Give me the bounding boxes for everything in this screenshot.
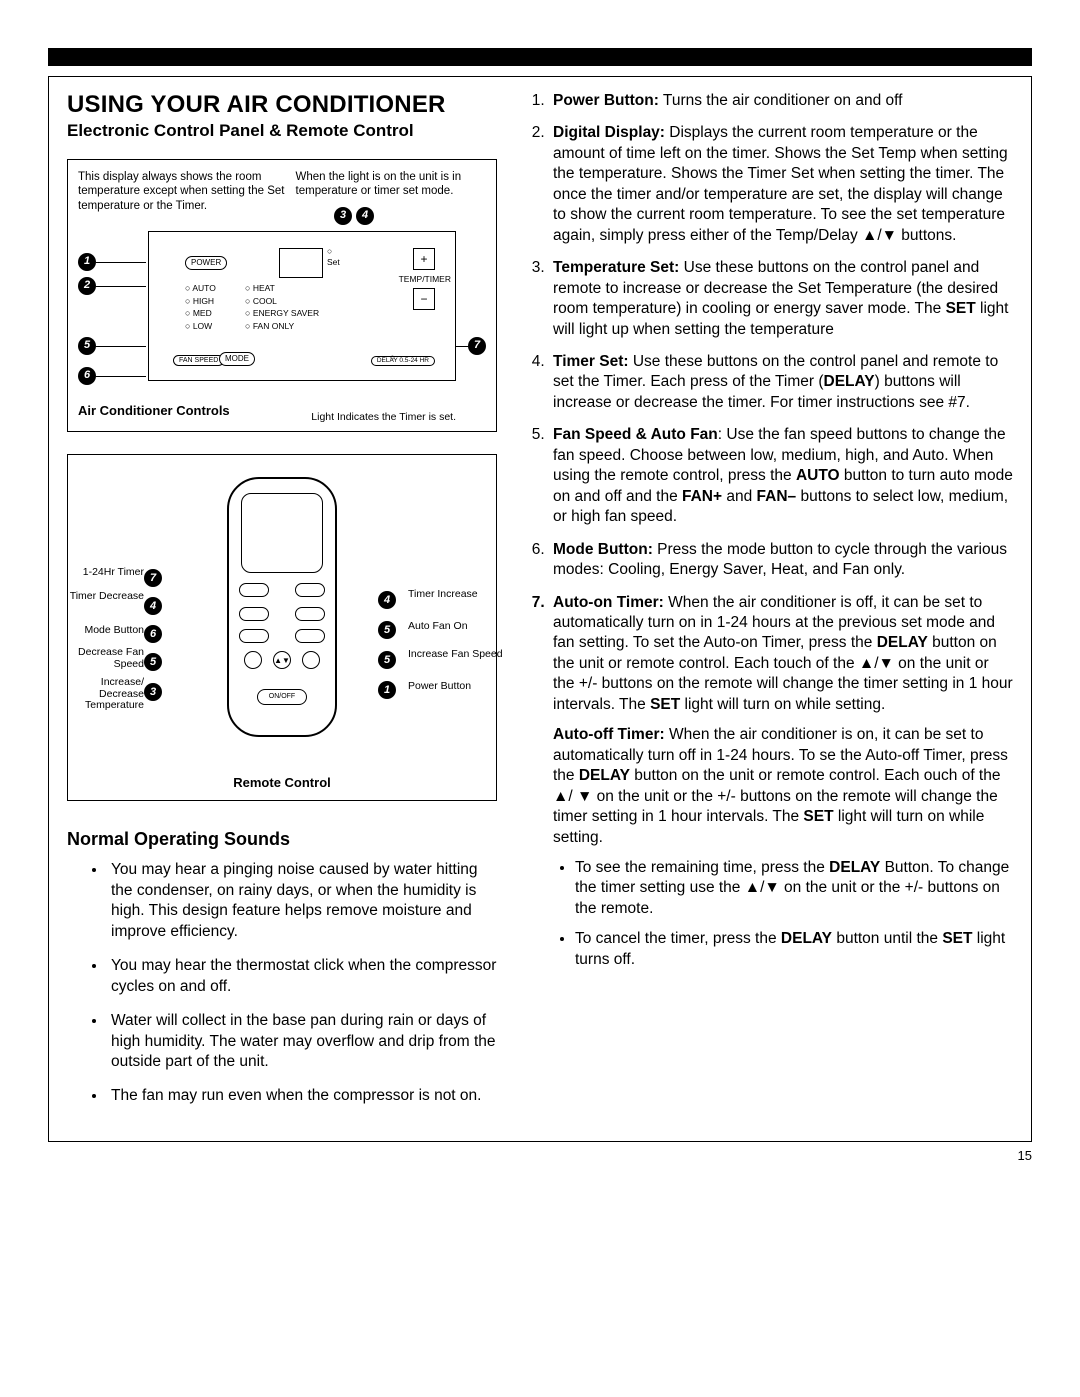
control-panel-diagram: This display always shows the room tempe… bbox=[67, 159, 497, 432]
remote-btn-ml bbox=[239, 607, 269, 621]
note-display: This display always shows the room tempe… bbox=[78, 170, 288, 213]
remote-caption: Remote Control bbox=[78, 775, 486, 790]
set-indicator: ○Set bbox=[327, 246, 340, 267]
callout-6: 6 bbox=[78, 367, 96, 385]
remote-fan-down bbox=[244, 651, 262, 669]
timer-light: ○ bbox=[390, 352, 395, 363]
feature-list: Power Button: Turns the air conditioner … bbox=[525, 91, 1013, 970]
indicator-col-2: ○ HEAT ○ COOL ○ ENERGY SAVER ○ FAN ONLY bbox=[245, 282, 319, 332]
remote-callout-1r: 1 bbox=[378, 681, 396, 699]
remote-callout-7: 7 bbox=[144, 569, 162, 587]
fan-speed-button: FAN SPEED bbox=[173, 355, 224, 366]
callout-4: 4 bbox=[356, 207, 374, 225]
remote-callout-4l: 4 bbox=[144, 597, 162, 615]
label-timer-inc: Timer Increase bbox=[408, 589, 508, 601]
feature-6: Mode Button: Press the mode button to cy… bbox=[549, 540, 1013, 581]
remote-callout-5l: 5 bbox=[144, 653, 162, 671]
remote-mode bbox=[239, 629, 269, 643]
feature-4: Timer Set: Use these buttons on the cont… bbox=[549, 352, 1013, 413]
remote-callout-4r: 4 bbox=[378, 591, 396, 609]
feature-5: Fan Speed & Auto Fan: Use the fan speed … bbox=[549, 425, 1013, 527]
callout-3: 3 bbox=[334, 207, 352, 225]
page-subtitle: Electronic Control Panel & Remote Contro… bbox=[67, 121, 497, 141]
remote-callout-5r1: 5 bbox=[378, 621, 396, 639]
delay-button: DELAY 0.5-24 HR bbox=[371, 356, 435, 367]
callout-1: 1 bbox=[78, 253, 96, 271]
remote-temp: ▲▼ bbox=[273, 651, 291, 669]
sound-item: Water will collect in the base pan durin… bbox=[107, 1011, 497, 1072]
label-mode-button: Mode Button bbox=[64, 625, 144, 637]
sub-item: To cancel the timer, press the DELAY but… bbox=[575, 929, 1013, 970]
callout-2: 2 bbox=[78, 277, 96, 295]
remote-screen bbox=[241, 493, 323, 573]
feature-7-sublist: To see the remaining time, press the DEL… bbox=[553, 858, 1013, 970]
mode-button: MODE bbox=[219, 352, 255, 366]
remote-btn-tl bbox=[239, 583, 269, 597]
page-number: 15 bbox=[48, 1148, 1032, 1163]
plus-button: + bbox=[413, 248, 435, 270]
power-button: POWER bbox=[185, 256, 227, 270]
label-timer-dec: Timer Decrease bbox=[64, 591, 144, 603]
remote-btn-tr bbox=[295, 583, 325, 597]
remote-btn-mr bbox=[295, 607, 325, 621]
remote-onoff: ON/OFF bbox=[257, 689, 307, 705]
callout-7: 7 bbox=[468, 337, 486, 355]
page-title: USING YOUR AIR CONDITIONER bbox=[67, 91, 497, 119]
light-indicates-note: Light Indicates the Timer is set. bbox=[311, 412, 456, 424]
sub-item: To see the remaining time, press the DEL… bbox=[575, 858, 1013, 919]
label-24hr-timer: 1-24Hr Timer bbox=[64, 567, 144, 579]
feature-2: Digital Display: Displays the current ro… bbox=[549, 123, 1013, 246]
remote-fan-up bbox=[302, 651, 320, 669]
remote-auto bbox=[295, 629, 325, 643]
feature-7: Auto-on Timer: When the air conditioner … bbox=[549, 593, 1013, 971]
label-inc-fan: Increase Fan Speed bbox=[408, 649, 508, 661]
sound-item: The fan may run even when the compressor… bbox=[107, 1086, 497, 1106]
sounds-list: You may hear a pinging noise caused by w… bbox=[67, 860, 497, 1107]
feature-3: Temperature Set: Use these buttons on th… bbox=[549, 258, 1013, 340]
content-frame: USING YOUR AIR CONDITIONER Electronic Co… bbox=[48, 76, 1032, 1142]
minus-button: − bbox=[413, 288, 435, 310]
sound-item: You may hear the thermostat click when t… bbox=[107, 956, 497, 997]
remote-diagram: ▲▼ ON/OFF 7 4 6 5 3 bbox=[67, 454, 497, 801]
top-bar bbox=[48, 48, 1032, 66]
label-auto-fan: Auto Fan On bbox=[408, 621, 508, 633]
digital-display bbox=[279, 248, 323, 278]
note-light: When the light is on the unit is in temp… bbox=[296, 170, 486, 213]
sounds-heading: Normal Operating Sounds bbox=[67, 829, 497, 850]
feature-1: Power Button: Turns the air conditioner … bbox=[549, 91, 1013, 111]
temp-timer-label: TEMP/TIMER bbox=[399, 274, 451, 285]
label-inc-dec-temp: Increase/ Decrease Temperature bbox=[64, 677, 144, 712]
remote-body: ▲▼ ON/OFF bbox=[227, 477, 337, 737]
indicator-col-1: ○ AUTO ○ HIGH ○ MED ○ LOW bbox=[185, 282, 216, 332]
sound-item: You may hear a pinging noise caused by w… bbox=[107, 860, 497, 942]
callout-5: 5 bbox=[78, 337, 96, 355]
label-dec-fan: Decrease Fan Speed bbox=[64, 647, 144, 670]
label-power: Power Button bbox=[408, 681, 508, 693]
remote-callout-5r2: 5 bbox=[378, 651, 396, 669]
remote-callout-6l: 6 bbox=[144, 625, 162, 643]
remote-callout-3l: 3 bbox=[144, 683, 162, 701]
